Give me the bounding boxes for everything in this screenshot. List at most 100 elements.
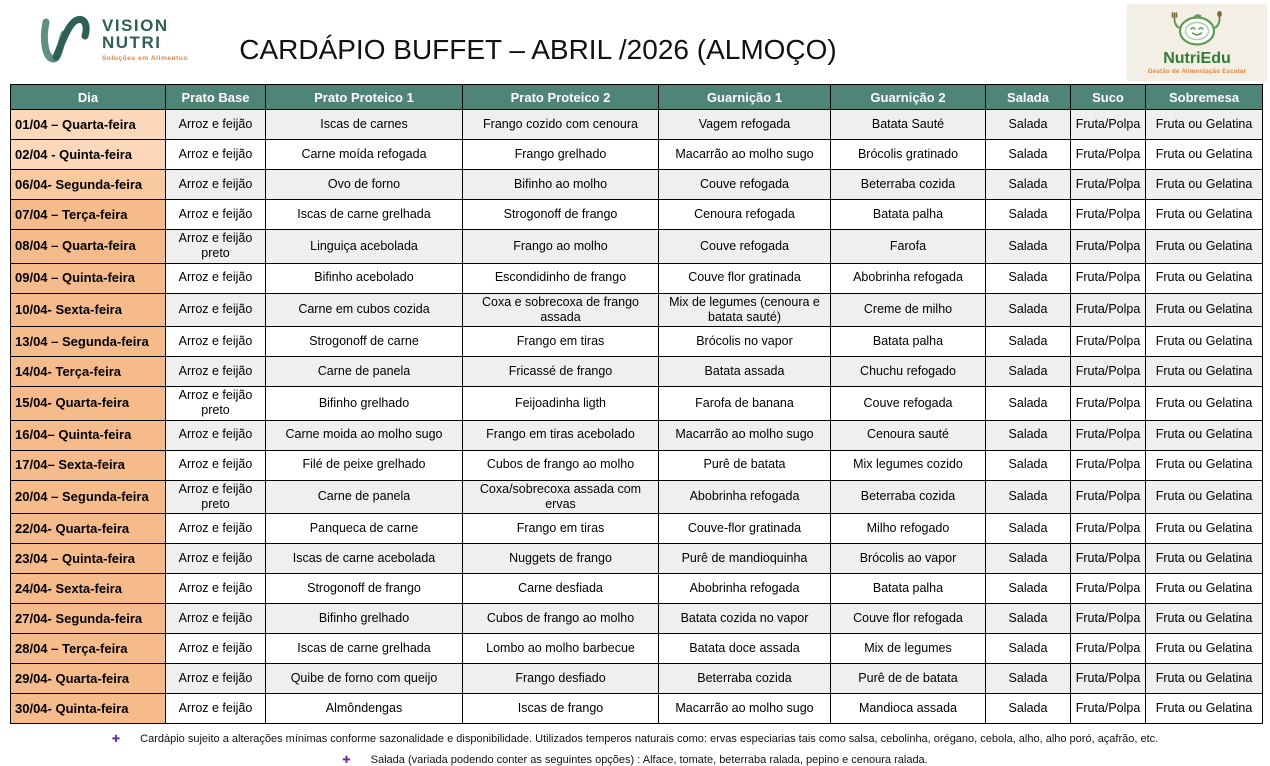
sobremesa-cell: Fruta ou Gelatina	[1145, 419, 1263, 451]
day-cell: 07/04 – Terça-feira	[10, 199, 166, 230]
guarnicao-2-cell: Beterraba cozida	[830, 479, 986, 514]
prato-proteico-1-cell: Iscas de carne grelhada	[265, 199, 463, 230]
prato-proteico-1-cell: Iscas de carne grelhada	[265, 633, 463, 664]
guarnicao-2-cell: Mandioca assada	[830, 693, 986, 724]
col-header-guarnicao-2: Guarnição 2	[830, 84, 986, 110]
vision-nutri-logo: VISION NUTRI Soluções em Alimentos	[36, 8, 188, 66]
salada-cell: Salada	[985, 603, 1071, 634]
salada-cell: Salada	[985, 292, 1071, 327]
guarnicao-1-cell: Macarrão ao molho sugo	[658, 693, 831, 724]
prato-proteico-1-cell: Carne de panela	[265, 356, 463, 387]
prato-base-cell: Arroz e feijão	[165, 603, 266, 634]
prato-proteico-1-cell: Almôndengas	[265, 693, 463, 724]
prato-proteico-2-cell: Frango ao molho	[462, 229, 659, 264]
guarnicao-2-cell: Batata palha	[830, 326, 986, 357]
prato-base-cell: Arroz e feijão	[165, 326, 266, 357]
suco-cell: Fruta/Polpa	[1070, 356, 1146, 387]
prato-base-cell: Arroz e feijão	[165, 199, 266, 230]
prato-proteico-1-cell: Carne em cubos cozida	[265, 292, 463, 327]
nutriedu-tagline: Gestão de Alimentação Escolar	[1147, 69, 1247, 75]
day-cell: 27/04- Segunda-feira	[10, 603, 166, 634]
table-row: 08/04 – Quarta-feira Arroz e feijão pret…	[10, 229, 1263, 264]
table-row: 02/04 - Quinta-feira Arroz e feijão Carn…	[10, 139, 1263, 170]
suco-cell: Fruta/Polpa	[1070, 229, 1146, 264]
guarnicao-2-cell: Abobrinha refogada	[830, 262, 986, 294]
suco-cell: Fruta/Polpa	[1070, 386, 1146, 421]
suco-cell: Fruta/Polpa	[1070, 139, 1146, 170]
sobremesa-cell: Fruta ou Gelatina	[1145, 573, 1263, 604]
salada-cell: Salada	[985, 262, 1071, 294]
prato-proteico-2-cell: Coxa e sobrecoxa de frango assada	[462, 292, 659, 327]
page-title: CARDÁPIO BUFFET – ABRIL /2026 (ALMOÇO)	[239, 34, 837, 65]
sobremesa-cell: Fruta ou Gelatina	[1145, 603, 1263, 634]
sobremesa-cell: Fruta ou Gelatina	[1145, 356, 1263, 387]
prato-proteico-2-cell: Coxa/sobrecoxa assada com ervas	[462, 479, 659, 514]
prato-proteico-2-cell: Cubos de frango ao molho	[462, 603, 659, 634]
guarnicao-1-cell: Macarrão ao molho sugo	[658, 139, 831, 170]
logo-vision-text: VISION	[102, 16, 169, 35]
suco-cell: Fruta/Polpa	[1070, 109, 1146, 140]
prato-proteico-2-cell: Fricassé de frango	[462, 356, 659, 387]
prato-base-cell: Arroz e feijão	[165, 292, 266, 327]
col-header-prato-proteico-2: Prato Proteico 2	[462, 84, 659, 110]
day-cell: 15/04- Quarta-feira	[10, 386, 166, 421]
prato-proteico-1-cell: Iscas de carne acebolada	[265, 543, 463, 574]
prato-proteico-2-cell: Strogonoff de frango	[462, 199, 659, 230]
guarnicao-2-cell: Brócolis gratinado	[830, 139, 986, 170]
prato-base-cell: Arroz e feijão	[165, 693, 266, 724]
table-row: 09/04 – Quinta-feira Arroz e feijão Bifi…	[10, 262, 1263, 294]
day-cell: 01/04 – Quarta-feira	[10, 109, 166, 140]
salada-cell: Salada	[985, 109, 1071, 140]
cross-bullet-icon: ✚	[111, 734, 121, 745]
prato-proteico-1-cell: Carne moída refogada	[265, 139, 463, 170]
prato-base-cell: Arroz e feijão	[165, 633, 266, 664]
col-header-prato-proteico-1: Prato Proteico 1	[265, 84, 463, 110]
suco-cell: Fruta/Polpa	[1070, 479, 1146, 514]
prato-base-cell: Arroz e feijão	[165, 419, 266, 451]
guarnicao-1-cell: Purê de mandioquinha	[658, 543, 831, 574]
menu-table-body: 01/04 – Quarta-feira Arroz e feijão Isca…	[10, 109, 1263, 724]
guarnicao-2-cell: Milho refogado	[830, 513, 986, 544]
suco-cell: Fruta/Polpa	[1070, 603, 1146, 634]
guarnicao-1-cell: Couve-flor gratinada	[658, 513, 831, 544]
prato-proteico-2-cell: Carne desfiada	[462, 573, 659, 604]
guarnicao-1-cell: Beterraba cozida	[658, 663, 831, 694]
day-cell: 30/04- Quinta-feira	[10, 693, 166, 724]
salada-cell: Salada	[985, 356, 1071, 387]
nutriedu-logo: NutriEdu Gestão de Alimentação Escolar	[1127, 4, 1267, 81]
prato-proteico-2-cell: Frango desfiado	[462, 663, 659, 694]
prato-base-cell: Arroz e feijão	[165, 262, 266, 294]
suco-cell: Fruta/Polpa	[1070, 199, 1146, 230]
suco-cell: Fruta/Polpa	[1070, 292, 1146, 327]
salada-cell: Salada	[985, 693, 1071, 724]
prato-proteico-2-cell: Cubos de frango ao molho	[462, 449, 659, 481]
guarnicao-2-cell: Couve flor refogada	[830, 603, 986, 634]
salada-cell: Salada	[985, 513, 1071, 544]
prato-proteico-1-cell: Strogonoff de carne	[265, 326, 463, 357]
suco-cell: Fruta/Polpa	[1070, 449, 1146, 481]
suco-cell: Fruta/Polpa	[1070, 663, 1146, 694]
suco-cell: Fruta/Polpa	[1070, 419, 1146, 451]
guarnicao-2-cell: Cenoura sauté	[830, 419, 986, 451]
day-cell: 13/04 – Segunda-feira	[10, 326, 166, 357]
suco-cell: Fruta/Polpa	[1070, 513, 1146, 544]
prato-proteico-2-cell: Frango grelhado	[462, 139, 659, 170]
day-cell: 20/04 – Segunda-feira	[10, 479, 166, 514]
nutriedu-plate-icon	[1171, 11, 1222, 46]
table-row: 13/04 – Segunda-feira Arroz e feijão Str…	[10, 326, 1263, 357]
guarnicao-1-cell: Abobrinha refogada	[658, 573, 831, 604]
sobremesa-cell: Fruta ou Gelatina	[1145, 199, 1263, 230]
day-cell: 17/04– Sexta-feira	[10, 449, 166, 481]
suco-cell: Fruta/Polpa	[1070, 262, 1146, 294]
prato-proteico-2-cell: Bifinho ao molho	[462, 169, 659, 200]
prato-base-cell: Arroz e feijão	[165, 573, 266, 604]
guarnicao-1-cell: Cenoura refogada	[658, 199, 831, 230]
prato-proteico-2-cell: Frango em tiras	[462, 513, 659, 544]
prato-proteico-1-cell: Bifinho grelhado	[265, 386, 463, 421]
guarnicao-1-cell: Couve refogada	[658, 229, 831, 264]
col-header-salada: Salada	[985, 84, 1071, 110]
salada-cell: Salada	[985, 573, 1071, 604]
prato-base-cell: Arroz e feijão preto	[165, 386, 266, 421]
guarnicao-2-cell: Batata palha	[830, 573, 986, 604]
